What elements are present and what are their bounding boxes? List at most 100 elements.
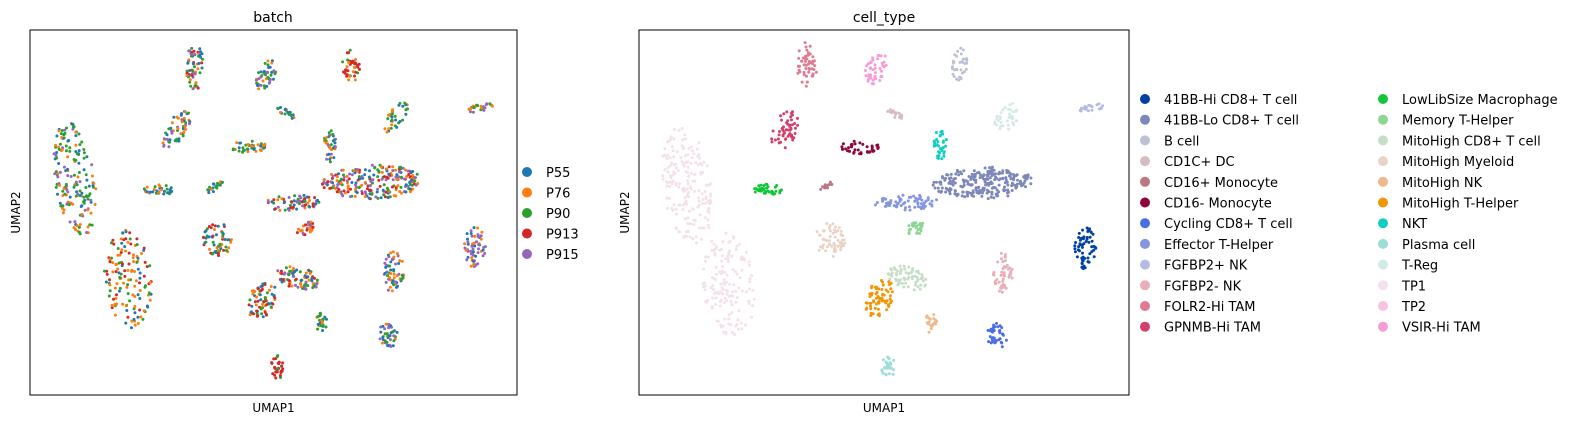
point bbox=[389, 251, 393, 255]
point bbox=[138, 276, 142, 280]
point bbox=[71, 202, 75, 206]
point bbox=[961, 48, 965, 52]
point bbox=[54, 185, 58, 189]
point bbox=[999, 111, 1003, 115]
point bbox=[882, 196, 886, 200]
point bbox=[313, 196, 317, 200]
point bbox=[917, 271, 921, 275]
point bbox=[941, 146, 945, 150]
point bbox=[720, 265, 724, 268]
point bbox=[397, 170, 401, 174]
point bbox=[280, 364, 284, 368]
point bbox=[1088, 252, 1092, 256]
point bbox=[167, 145, 171, 149]
point bbox=[877, 53, 881, 57]
point bbox=[390, 289, 394, 293]
point bbox=[275, 355, 279, 359]
point bbox=[790, 118, 793, 122]
point bbox=[82, 151, 86, 155]
point bbox=[389, 260, 393, 264]
point bbox=[363, 173, 367, 177]
point bbox=[914, 221, 918, 225]
point bbox=[263, 61, 267, 65]
point bbox=[131, 293, 135, 297]
point bbox=[141, 317, 145, 321]
point bbox=[757, 189, 761, 193]
point bbox=[800, 59, 804, 63]
point bbox=[791, 110, 794, 114]
point bbox=[188, 69, 192, 72]
point bbox=[665, 157, 669, 161]
point bbox=[82, 195, 86, 199]
point bbox=[391, 279, 395, 283]
point bbox=[307, 278, 311, 282]
point bbox=[269, 305, 273, 309]
point bbox=[770, 189, 774, 193]
point bbox=[80, 140, 84, 144]
point bbox=[1093, 245, 1097, 249]
point bbox=[1012, 178, 1016, 182]
point bbox=[283, 208, 287, 212]
point bbox=[291, 113, 295, 117]
point bbox=[999, 251, 1003, 255]
point bbox=[915, 224, 918, 228]
point bbox=[765, 183, 769, 186]
point bbox=[391, 250, 395, 254]
point bbox=[165, 133, 169, 137]
point bbox=[89, 198, 93, 202]
point bbox=[739, 321, 743, 325]
point bbox=[878, 79, 882, 82]
point bbox=[89, 211, 93, 215]
point bbox=[62, 187, 66, 190]
point bbox=[1023, 179, 1027, 183]
point bbox=[181, 134, 185, 138]
point bbox=[941, 132, 945, 136]
point bbox=[392, 334, 396, 338]
point bbox=[970, 193, 974, 197]
point bbox=[68, 149, 72, 153]
point bbox=[387, 127, 391, 131]
point bbox=[1023, 176, 1027, 180]
point bbox=[701, 170, 705, 174]
point bbox=[86, 197, 90, 201]
point bbox=[889, 301, 892, 305]
point bbox=[256, 314, 260, 318]
point bbox=[286, 110, 290, 114]
point bbox=[727, 322, 731, 326]
point bbox=[881, 199, 884, 203]
point bbox=[315, 278, 319, 282]
point bbox=[713, 253, 717, 257]
point bbox=[266, 63, 270, 67]
point bbox=[959, 184, 963, 188]
point bbox=[283, 112, 287, 116]
point bbox=[306, 284, 310, 288]
point bbox=[183, 110, 187, 114]
point bbox=[691, 149, 694, 153]
point bbox=[77, 225, 81, 229]
point bbox=[477, 235, 481, 239]
point bbox=[294, 277, 298, 281]
point bbox=[961, 190, 965, 194]
point bbox=[144, 284, 147, 288]
point bbox=[895, 278, 899, 282]
point bbox=[1092, 255, 1096, 259]
legend-marker bbox=[1378, 259, 1388, 270]
point bbox=[726, 257, 730, 261]
point bbox=[724, 280, 728, 284]
point bbox=[729, 323, 733, 327]
point bbox=[899, 116, 903, 120]
point bbox=[802, 70, 806, 74]
point bbox=[834, 225, 837, 229]
point bbox=[74, 130, 78, 134]
point bbox=[471, 247, 475, 251]
point bbox=[191, 62, 195, 66]
point bbox=[827, 226, 831, 230]
point bbox=[684, 230, 688, 234]
point bbox=[55, 156, 59, 160]
point bbox=[347, 177, 351, 181]
point bbox=[64, 144, 68, 148]
point bbox=[786, 119, 790, 123]
point bbox=[1090, 250, 1094, 254]
point bbox=[1009, 172, 1013, 176]
